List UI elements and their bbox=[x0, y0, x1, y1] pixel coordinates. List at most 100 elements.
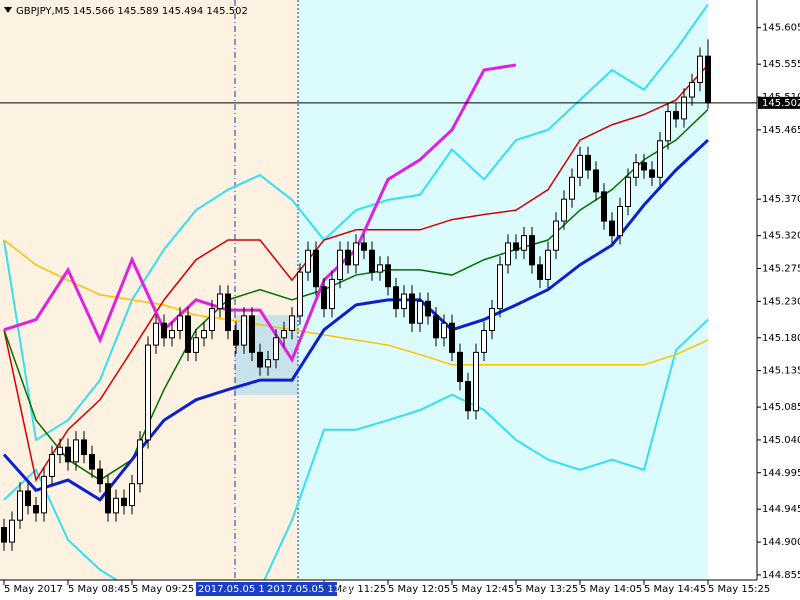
candle-body bbox=[601, 191, 607, 222]
candle-body bbox=[569, 176, 575, 200]
price-label: 145.502 bbox=[762, 98, 800, 109]
candle-body bbox=[217, 293, 223, 310]
x-tick-label: 5 May 13:25 bbox=[516, 584, 578, 595]
price-label-bg bbox=[758, 96, 800, 109]
x-tick-label: 5 May 14:45 bbox=[644, 584, 706, 595]
candle-body bbox=[281, 329, 287, 339]
candle-body bbox=[57, 446, 63, 456]
candle-body bbox=[409, 293, 415, 324]
candle-body bbox=[121, 497, 127, 507]
candle-body bbox=[97, 468, 103, 485]
candle-body bbox=[689, 81, 695, 98]
candle-body bbox=[297, 271, 303, 317]
candle-body bbox=[521, 235, 527, 251]
y-tick-label: 145.230 bbox=[762, 296, 800, 307]
indicator-line bbox=[3, 108, 709, 481]
candle-body bbox=[401, 293, 407, 310]
candle-body bbox=[313, 249, 319, 288]
candle-body bbox=[425, 300, 431, 317]
x-tick-label: 5 May 15:25 bbox=[708, 584, 770, 595]
indicator-line bbox=[3, 3, 709, 442]
y-tick-label: 145.275 bbox=[762, 263, 800, 274]
indicator-line bbox=[3, 239, 709, 366]
candle-body bbox=[681, 96, 687, 120]
candle-body bbox=[697, 55, 703, 83]
candle-body bbox=[361, 242, 367, 251]
y-tick-label: 144.945 bbox=[762, 504, 800, 515]
candle-body bbox=[177, 315, 183, 331]
y-tick-label: 145.605 bbox=[762, 23, 800, 34]
candle-body bbox=[577, 154, 583, 178]
candle-body bbox=[553, 220, 559, 251]
candle-body bbox=[377, 264, 383, 273]
candle-body bbox=[441, 322, 447, 339]
candle-body bbox=[665, 111, 671, 142]
x-tick-label: 5 May 08:45 bbox=[68, 584, 130, 595]
y-tick-label: 144.900 bbox=[762, 537, 800, 548]
candle-body bbox=[673, 111, 679, 120]
candle-body bbox=[641, 162, 647, 171]
candle-body bbox=[473, 351, 479, 412]
candle-body bbox=[449, 322, 455, 353]
candle-body bbox=[289, 315, 295, 331]
y-tick-label: 145.555 bbox=[762, 59, 800, 70]
candle-body bbox=[513, 242, 519, 251]
indicator-line bbox=[3, 318, 709, 580]
indicator-line bbox=[2, 138, 710, 502]
crosshair-label-bg bbox=[265, 582, 337, 596]
session-bg bbox=[0, 0, 298, 580]
candle-body bbox=[329, 278, 335, 310]
candle-body bbox=[529, 235, 535, 266]
candle-body bbox=[25, 490, 31, 507]
candle-body bbox=[345, 249, 351, 266]
candle-body bbox=[497, 264, 503, 310]
candle-body bbox=[9, 519, 15, 543]
chart-title: GBPJPY,M5 145.566 145.589 145.494 145.50… bbox=[16, 6, 248, 17]
candle-body bbox=[233, 329, 239, 346]
candle-body bbox=[625, 176, 631, 207]
menu-icon[interactable] bbox=[4, 7, 12, 13]
crosshair-label-bg bbox=[196, 582, 265, 596]
candle-body bbox=[137, 439, 143, 485]
candle-body bbox=[145, 344, 151, 441]
candle-body bbox=[585, 154, 591, 171]
candle-body bbox=[33, 505, 39, 514]
candle-body bbox=[481, 329, 487, 353]
candle-body bbox=[633, 162, 639, 178]
y-tick-label: 145.370 bbox=[762, 194, 800, 205]
candle-body bbox=[353, 242, 359, 266]
candle-body bbox=[385, 264, 391, 288]
candle-body bbox=[17, 490, 23, 521]
y-tick-label: 145.465 bbox=[762, 125, 800, 136]
y-tick-label: 144.995 bbox=[762, 468, 800, 479]
x-tick-label: 5 May 09:25 bbox=[132, 584, 194, 595]
candle-body bbox=[193, 337, 199, 353]
candle-body bbox=[505, 242, 511, 266]
candle-body bbox=[705, 55, 711, 104]
y-tick-label: 145.085 bbox=[762, 402, 800, 413]
y-tick-label: 145.040 bbox=[762, 435, 800, 446]
crosshair-label: 2017.05.05 11:10 bbox=[267, 584, 356, 595]
candle-body bbox=[41, 475, 47, 514]
candle-body bbox=[593, 169, 599, 193]
candle-body bbox=[161, 322, 167, 339]
x-tick-label: 5 May 12:45 bbox=[452, 584, 514, 595]
candle-body bbox=[393, 286, 399, 310]
candle-body bbox=[657, 140, 663, 178]
candle-body bbox=[265, 359, 271, 368]
candle-body bbox=[369, 249, 375, 273]
candle-body bbox=[609, 220, 615, 237]
candle-body bbox=[65, 446, 71, 463]
x-tick-label: 5 May 14:05 bbox=[580, 584, 642, 595]
x-tick-label: 5 May 12:05 bbox=[388, 584, 450, 595]
candle-body bbox=[209, 308, 215, 331]
candle-body bbox=[169, 329, 175, 339]
candle-body bbox=[1, 526, 7, 543]
candle-body bbox=[73, 439, 79, 463]
candle-body bbox=[89, 454, 95, 470]
candle-body bbox=[537, 264, 543, 280]
candle-body bbox=[249, 315, 255, 353]
x-tick-label: 5 May 11:25 bbox=[324, 584, 386, 595]
candle-body bbox=[129, 483, 135, 507]
